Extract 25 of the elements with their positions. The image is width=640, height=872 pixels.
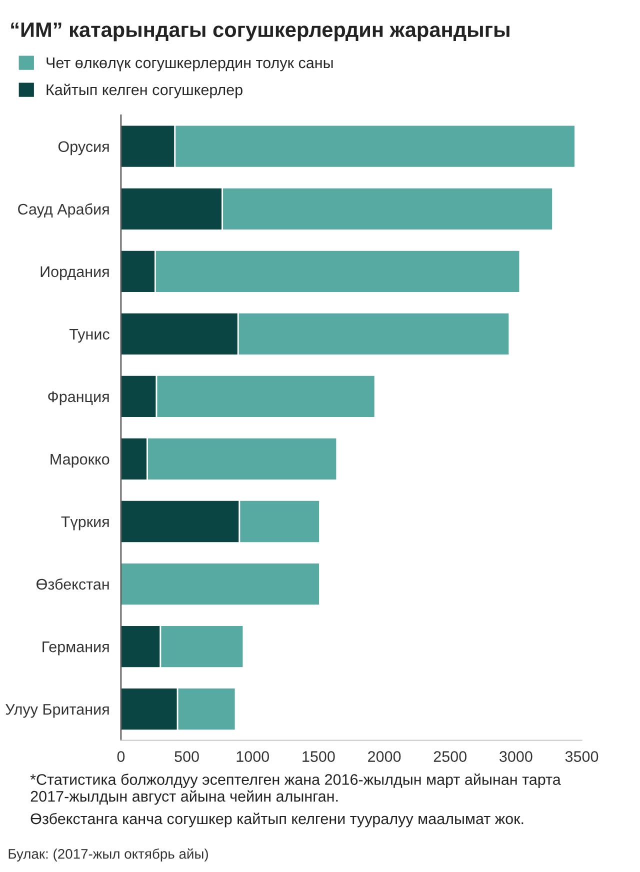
x-tick-label: 1500 xyxy=(302,751,335,762)
x-tick-label: 2000 xyxy=(368,751,401,762)
text: Булак: (2017-жыл октябрь айы) xyxy=(8,848,208,862)
legend-label: Кайтып келген согушкерлер xyxy=(46,84,242,98)
legend-label: Чет өлкөлүк согушкерлердин толук саны xyxy=(46,58,333,72)
y-tick-label: Иордания xyxy=(40,266,109,280)
y-tick-label: Франция xyxy=(48,391,109,406)
y-tick-label: Германия xyxy=(42,642,109,656)
x-tick-label: 1000 xyxy=(236,751,270,762)
x-tick-label: 2500 xyxy=(434,751,466,762)
y-tick-label: Орусия xyxy=(58,141,109,156)
y-tick-label: Өзбекстан xyxy=(36,578,109,590)
y-tick-label: Түркия xyxy=(61,516,109,530)
x-tick-label: 0 xyxy=(117,751,125,762)
y-tick-label: Сауд Арабия xyxy=(18,203,109,218)
text: Өзбекстанга канча согушкер кайтып келгени тууралуу маалымат жок. xyxy=(30,812,524,828)
text: *Статистика болжолдуу эсептелген жана 2016-жылдын март айынан тарта 2017-жылдын август айына чейин алынган. xyxy=(30,773,561,805)
x-tick-label: 3500 xyxy=(565,751,598,762)
x-tick-label: 3000 xyxy=(500,751,532,762)
y-tick-label: Тунис xyxy=(69,328,110,343)
y-tick-label: Марокко xyxy=(50,454,110,468)
y-tick-label: Улуу Британия xyxy=(6,704,109,718)
bar xyxy=(120,562,320,606)
x-tick-label: 500 xyxy=(174,751,199,762)
chart-title: “ИМ” катарындагы согушкерлердин жарандыгы xyxy=(11,22,510,42)
